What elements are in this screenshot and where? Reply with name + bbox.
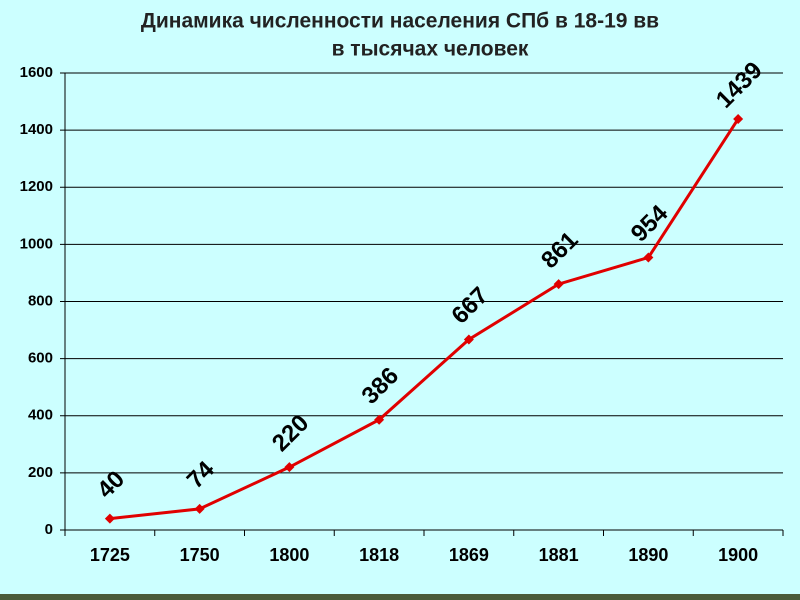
y-tick-label: 1600 (20, 64, 53, 81)
y-tick-label: 200 (28, 464, 53, 481)
x-tick-label: 1900 (718, 545, 758, 565)
y-tick-label: 1400 (20, 121, 53, 138)
x-tick-label: 1890 (628, 545, 668, 565)
x-tick-label: 1818 (359, 545, 399, 565)
x-tick-label: 1881 (539, 545, 579, 565)
chart-title: Динамика численности населения СПб в 18-… (141, 10, 659, 33)
marker (733, 113, 744, 124)
x-tick-label: 1725 (90, 545, 130, 565)
marker (643, 252, 654, 263)
marker (284, 462, 295, 473)
marker (104, 513, 115, 524)
bottom-strip (0, 594, 800, 600)
y-tick-label: 600 (28, 350, 53, 367)
marker (374, 414, 385, 425)
y-tick-label: 800 (28, 292, 53, 309)
x-tick-label: 1800 (269, 545, 309, 565)
y-tick-label: 1000 (20, 235, 53, 252)
x-tick-label: 1869 (449, 545, 489, 565)
y-tick-label: 1200 (20, 178, 53, 195)
marker (553, 279, 564, 290)
x-tick-label: 1750 (180, 545, 220, 565)
y-tick-label: 400 (28, 407, 53, 424)
marker (194, 503, 205, 514)
marker (463, 334, 474, 345)
y-tick-label: 0 (45, 521, 53, 538)
chart-subtitle: в тысячах человек (332, 38, 529, 61)
line (109, 118, 740, 521)
